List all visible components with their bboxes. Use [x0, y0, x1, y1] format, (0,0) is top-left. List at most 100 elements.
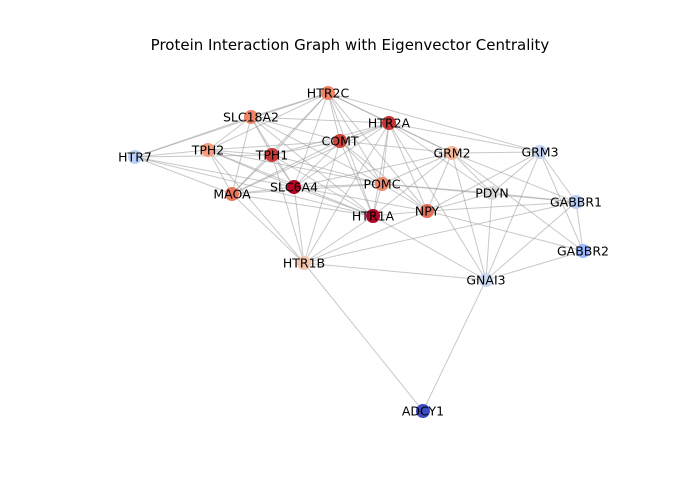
node-gabbr1: [569, 195, 583, 209]
chart-title: Protein Interaction Graph with Eigenvect…: [150, 36, 550, 54]
node-label-htr1b: HTR1B: [283, 256, 325, 271]
edge-pdyn-gnai3: [485, 192, 493, 281]
edge-grm3-gabbr2: [539, 151, 584, 252]
node-htr2c: [321, 86, 335, 100]
node-grm2: [445, 146, 459, 160]
node-layer: [128, 86, 590, 418]
edge-comt-slc6a4: [293, 140, 341, 188]
edge-tph1-htr1a: [271, 154, 374, 217]
edge-comt-htr1b: [303, 140, 341, 264]
label-layer: HTR2C SLC18A2 HTR2A COMT TPH2 TPH1 HTR7 GRM2 GRM…: [118, 86, 609, 419]
edge-npy-grm3: [426, 151, 541, 212]
edge-htr1a-npy: [372, 210, 428, 217]
edge-htr2c-htr1a: [327, 92, 374, 217]
node-label-gabbr1: GABBR1: [550, 195, 602, 210]
edge-htr2a-pomc: [381, 122, 390, 185]
edge-gnai3-adcy1: [422, 279, 487, 412]
edge-npy-htr1b: [303, 210, 428, 264]
node-label-npy: NPY: [415, 204, 440, 219]
edge-npy-pdyn: [426, 192, 493, 212]
edge-pomc-grm2: [381, 152, 453, 185]
edge-htr2a-slc6a4: [293, 122, 390, 188]
edge-grm3-gabbr1: [539, 151, 577, 203]
edge-maoa-htr1a: [231, 193, 374, 217]
edge-layer: [134, 92, 584, 412]
edge-npy-grm2: [426, 152, 453, 212]
edge-htr7-maoa: [134, 156, 233, 195]
edge-htr7-slc6a4: [134, 156, 295, 188]
edge-comt-npy: [339, 140, 428, 212]
node-label-gnai3: GNAI3: [466, 273, 505, 288]
edge-slc18a2-htr1a: [250, 116, 374, 217]
node-maoa: [225, 187, 239, 201]
node-label-maoa: MAOA: [213, 187, 251, 202]
node-label-htr7: HTR7: [118, 150, 152, 165]
edge-slc6a4-htr1b: [293, 186, 305, 264]
edge-htr2a-tph1: [271, 122, 390, 156]
edge-slc6a4-htr1a: [293, 186, 374, 217]
node-label-pomc: POMC: [364, 177, 401, 192]
node-label-gabbr2: GABBR2: [557, 244, 609, 259]
edge-tph1-pomc: [271, 154, 383, 185]
edge-slc18a2-htr7: [134, 116, 252, 158]
edge-slc6a4-grm2: [293, 152, 453, 188]
node-npy: [420, 204, 434, 218]
edge-grm2-pdyn: [451, 152, 493, 194]
node-slc6a4: [287, 180, 301, 194]
edge-maoa-pomc: [231, 183, 383, 195]
edge-slc6a4-npy: [293, 186, 428, 212]
edge-htr2a-grm3: [388, 122, 541, 153]
edge-htr1b-gnai3: [303, 262, 487, 281]
node-label-tph2: TPH2: [191, 143, 225, 158]
edge-pomc-npy: [381, 183, 428, 212]
edge-comt-htr1a: [339, 140, 374, 217]
edge-grm2-gabbr2: [451, 152, 584, 252]
edge-htr1b-adcy1: [303, 262, 424, 412]
node-tph1: [265, 148, 279, 162]
node-label-htr2a: HTR2A: [368, 116, 411, 131]
node-label-grm2: GRM2: [433, 146, 470, 161]
edge-tph1-maoa: [231, 154, 273, 195]
edge-gabbr1-htr1b: [303, 201, 577, 264]
edge-tph1-htr1b: [271, 154, 305, 264]
edge-htr2a-comt: [339, 122, 390, 142]
node-htr1b: [297, 256, 311, 270]
edge-tph2-maoa: [207, 149, 233, 195]
edge-htr2a-npy: [388, 122, 428, 212]
edge-npy-gabbr2: [426, 210, 584, 252]
edge-htr1a-gnai3: [372, 215, 487, 281]
node-gnai3: [479, 273, 493, 287]
edge-npy-gabbr1: [426, 201, 577, 212]
edge-tph2-htr1b: [207, 149, 305, 264]
edge-htr7-htr1a: [134, 156, 374, 217]
node-htr1a: [366, 209, 380, 223]
node-comt: [333, 134, 347, 148]
node-pomc: [375, 177, 389, 191]
edge-htr2a-grm2: [388, 122, 453, 154]
edge-tph1-htr7: [134, 154, 273, 158]
edge-htr2c-grm3: [327, 92, 541, 153]
edge-tph2-htr7: [134, 149, 209, 158]
node-grm3: [533, 145, 547, 159]
node-label-slc18a2: SLC18A2: [223, 110, 279, 125]
node-label-slc6a4: SLC6A4: [270, 180, 318, 195]
edge-htr2a-htr1a: [372, 122, 390, 217]
node-label-pdyn: PDYN: [475, 186, 508, 201]
edge-comt-tph1: [271, 140, 341, 156]
node-adcy1: [416, 404, 430, 418]
edge-maoa-htr1b: [231, 193, 305, 264]
edge-grm2-gnai3: [451, 152, 487, 281]
node-tph2: [201, 143, 215, 157]
edge-comt-grm2: [339, 140, 453, 154]
edge-comt-pomc: [339, 140, 383, 185]
edge-htr2c-comt: [327, 92, 341, 142]
node-label-htr2c: HTR2C: [307, 86, 350, 101]
node-label-comt: COMT: [322, 134, 359, 149]
node-label-tph1: TPH1: [255, 148, 289, 163]
edge-grm2-grm3: [451, 151, 541, 154]
edge-htr2c-maoa: [231, 92, 329, 195]
edge-grm2-gabbr1: [451, 152, 577, 203]
edge-gabbr1-gnai3: [485, 201, 577, 281]
node-label-htr1a: HTR1A: [352, 209, 395, 224]
